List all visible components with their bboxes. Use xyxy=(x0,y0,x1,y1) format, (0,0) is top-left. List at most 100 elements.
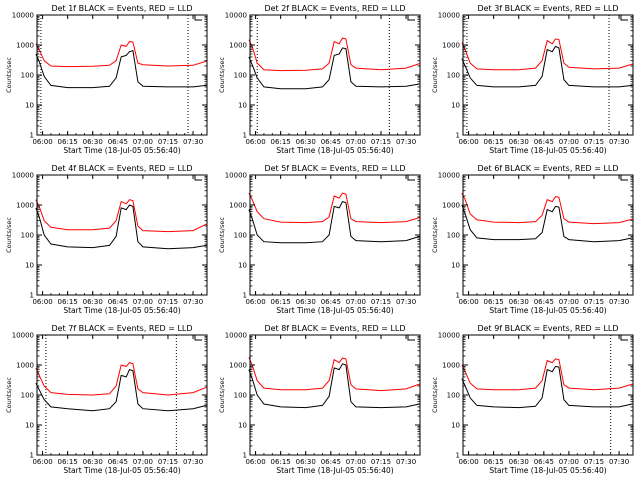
plot-frame xyxy=(462,14,634,136)
y-tick-label: 10000 xyxy=(225,172,247,180)
y-tick-label: 100 xyxy=(234,72,247,80)
y-tick-label: 10000 xyxy=(12,12,34,20)
x-tick-label: 06:30 xyxy=(509,298,529,306)
x-axis-label: Start Time (18-Jul-05 05:56:40) xyxy=(276,306,393,315)
corner-marker xyxy=(620,15,628,21)
y-tick-label: 1 xyxy=(243,452,247,460)
panel-title: Det 8f BLACK = Events, RED = LLD xyxy=(264,324,405,333)
x-tick-label: 06:30 xyxy=(83,138,103,146)
y-tick-label: 10000 xyxy=(225,12,247,20)
x-tick-label: 07:15 xyxy=(158,458,178,466)
plot-frame xyxy=(36,334,208,456)
x-tick-label: 06:00 xyxy=(245,298,265,306)
y-tick-label: 10 xyxy=(25,422,34,430)
y-tick-label: 10 xyxy=(238,262,247,270)
x-tick-label: 07:00 xyxy=(133,138,153,146)
panel-title: Det 6f BLACK = Events, RED = LLD xyxy=(477,164,618,173)
plot-frame xyxy=(462,334,634,456)
events-trace xyxy=(461,365,633,409)
y-tick-label: 100 xyxy=(234,232,247,240)
x-axis-label: Start Time (18-Jul-05 05:56:40) xyxy=(489,466,606,475)
x-tick-label: 06:45 xyxy=(321,298,341,306)
x-axis-label: Start Time (18-Jul-05 05:56:40) xyxy=(63,466,180,475)
x-tick-label: 06:15 xyxy=(484,458,504,466)
x-tick-label: 07:15 xyxy=(584,458,604,466)
y-tick-label: 1 xyxy=(456,132,460,140)
x-tick-label: 07:30 xyxy=(183,138,203,146)
y-tick-label: 10000 xyxy=(438,332,460,340)
y-tick-label: 10000 xyxy=(12,172,34,180)
y-tick-label: 10 xyxy=(25,262,34,270)
corner-marker xyxy=(407,335,415,341)
x-tick-label: 07:30 xyxy=(609,138,629,146)
y-tick-label: 1000 xyxy=(16,42,34,50)
y-axis-label: Counts/sec xyxy=(431,57,439,93)
y-tick-label: 100 xyxy=(447,72,460,80)
plot-frame xyxy=(249,334,421,456)
x-tick-label: 06:00 xyxy=(458,138,478,146)
x-axis-label: Start Time (18-Jul-05 05:56:40) xyxy=(489,146,606,155)
lld-trace xyxy=(461,38,633,71)
y-tick-label: 1000 xyxy=(229,362,247,370)
x-tick-label: 06:30 xyxy=(509,138,529,146)
detector-panel: 06:00 06:15 06:30 06:45 07:00 07:15 07:30 1 10 10… xyxy=(218,4,421,155)
events-trace xyxy=(35,204,207,250)
plot-frame xyxy=(462,174,634,296)
lld-trace xyxy=(461,192,633,225)
y-tick-label: 10 xyxy=(238,102,247,110)
x-tick-label: 06:45 xyxy=(108,138,128,146)
x-tick-label: 07:30 xyxy=(183,298,203,306)
y-tick-label: 1000 xyxy=(229,202,247,210)
y-tick-label: 100 xyxy=(21,392,34,400)
x-tick-label: 06:00 xyxy=(32,138,52,146)
detector-panel: 06:00 06:15 06:30 06:45 07:00 07:15 07:30 1 10 10… xyxy=(431,4,634,155)
detector-panel: 06:00 06:15 06:30 06:45 07:00 07:15 07:30 1 10 10… xyxy=(218,324,421,475)
y-tick-label: 1 xyxy=(30,452,34,460)
y-tick-label: 10000 xyxy=(225,332,247,340)
x-tick-label: 07:15 xyxy=(584,298,604,306)
x-tick-label: 07:15 xyxy=(371,138,391,146)
y-tick-label: 100 xyxy=(234,392,247,400)
detector-panel: 06:00 06:15 06:30 06:45 07:00 07:15 07:30 1 10 10… xyxy=(5,324,208,475)
x-axis-label: Start Time (18-Jul-05 05:56:40) xyxy=(489,306,606,315)
lld-trace xyxy=(35,41,207,68)
x-tick-label: 07:15 xyxy=(371,298,391,306)
x-tick-label: 06:45 xyxy=(534,458,554,466)
y-axis-label: Counts/sec xyxy=(5,377,13,413)
x-tick-label: 07:30 xyxy=(396,458,416,466)
x-tick-label: 06:15 xyxy=(271,458,291,466)
detector-panel: 06:00 06:15 06:30 06:45 07:00 07:15 07:30 1 10 10… xyxy=(431,324,634,475)
x-tick-label: 06:15 xyxy=(58,458,78,466)
corner-marker xyxy=(620,175,628,181)
x-tick-label: 06:00 xyxy=(458,458,478,466)
lld-trace xyxy=(35,199,207,233)
events-trace xyxy=(461,204,633,243)
lld-trace xyxy=(248,192,420,224)
y-axis-label: Counts/sec xyxy=(5,217,13,253)
x-tick-label: 06:30 xyxy=(83,298,103,306)
x-tick-label: 06:00 xyxy=(245,138,265,146)
panel-title: Det 7f BLACK = Events, RED = LLD xyxy=(51,324,192,333)
x-tick-label: 07:30 xyxy=(609,298,629,306)
y-tick-label: 10 xyxy=(25,102,34,110)
x-tick-label: 07:00 xyxy=(346,298,366,306)
x-tick-label: 07:30 xyxy=(609,458,629,466)
y-axis-label: Counts/sec xyxy=(431,217,439,253)
y-tick-label: 10 xyxy=(451,422,460,430)
lld-trace xyxy=(35,362,207,396)
corner-marker xyxy=(194,335,202,341)
plot-frame xyxy=(249,14,421,136)
y-tick-label: 10 xyxy=(238,422,247,430)
y-tick-label: 1 xyxy=(456,452,460,460)
x-tick-label: 07:00 xyxy=(133,458,153,466)
x-tick-label: 06:15 xyxy=(484,138,504,146)
x-axis-label: Start Time (18-Jul-05 05:56:40) xyxy=(276,466,393,475)
y-tick-label: 1 xyxy=(30,292,34,300)
y-tick-label: 1 xyxy=(243,292,247,300)
y-tick-label: 100 xyxy=(447,232,460,240)
y-axis-label: Counts/sec xyxy=(218,57,226,93)
detector-panel: 06:00 06:15 06:30 06:45 07:00 07:15 07:30 1 10 10… xyxy=(5,4,208,155)
y-axis-label: Counts/sec xyxy=(218,377,226,413)
x-tick-label: 07:15 xyxy=(371,458,391,466)
x-tick-label: 06:00 xyxy=(32,458,52,466)
